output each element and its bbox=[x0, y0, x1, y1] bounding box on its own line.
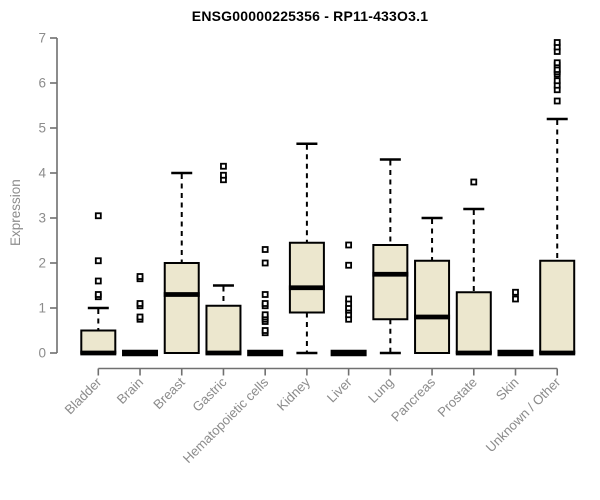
boxplot-brain bbox=[122, 273, 159, 357]
x-tick-label-unknown-other: Unknown / Other bbox=[483, 374, 564, 455]
boxplot-prostate bbox=[455, 178, 492, 356]
x-tick-label-prostate: Prostate bbox=[435, 375, 480, 420]
boxplot-skin bbox=[497, 288, 534, 357]
outlier-point bbox=[345, 295, 353, 303]
boxplot-lung bbox=[372, 158, 409, 355]
outlier-point bbox=[553, 39, 561, 46]
outlier-point bbox=[261, 311, 269, 319]
x-tick-label-skin: Skin bbox=[493, 375, 522, 404]
boxplot-breast bbox=[163, 171, 200, 354]
boxplot-liver bbox=[330, 241, 367, 357]
iqr-box bbox=[205, 304, 242, 354]
outlier-point bbox=[261, 327, 269, 334]
outlier-point bbox=[261, 291, 269, 298]
x-tick-label-bladder: Bladder bbox=[62, 374, 105, 417]
outlier-point bbox=[553, 97, 561, 105]
outlier-point bbox=[136, 313, 144, 321]
outlier-point bbox=[512, 288, 519, 296]
boxplot-gastric bbox=[205, 162, 242, 356]
chart-title: ENSG00000225356 - RP11-433O3.1 bbox=[191, 8, 429, 24]
outlier-point bbox=[94, 277, 102, 285]
iqr-box bbox=[372, 244, 409, 321]
y-tick-label: 0 bbox=[38, 346, 46, 361]
x-tick-label-pancreas: Pancreas bbox=[388, 374, 438, 424]
boxplot-hematopoietic-cells bbox=[247, 246, 284, 357]
iqr-box bbox=[539, 259, 576, 354]
iqr-box bbox=[414, 259, 451, 354]
x-tick-label-liver: Liver bbox=[324, 374, 355, 405]
y-tick-label: 3 bbox=[38, 211, 46, 226]
outlier-point bbox=[512, 295, 519, 303]
x-tick-label-kidney: Kidney bbox=[274, 374, 313, 413]
iqr-box bbox=[455, 291, 492, 354]
outlier-point bbox=[261, 259, 269, 267]
x-tick-label-breast: Breast bbox=[150, 374, 188, 412]
y-tick-label: 1 bbox=[38, 301, 46, 316]
y-axis: 0 1 2 3 4 5 6 7 bbox=[38, 31, 58, 361]
y-tick-label: 4 bbox=[38, 166, 46, 181]
y-tick-label: 7 bbox=[38, 31, 46, 46]
boxplot-kidney bbox=[288, 142, 325, 355]
outlier-point bbox=[261, 300, 269, 307]
outlier-point bbox=[345, 241, 353, 249]
x-tick-label-brain: Brain bbox=[114, 375, 146, 407]
outlier-point bbox=[553, 59, 561, 67]
outlier-point bbox=[553, 77, 561, 85]
outlier-point bbox=[136, 300, 144, 307]
outlier-point bbox=[136, 273, 144, 280]
boxplot-pancreas bbox=[414, 216, 451, 354]
outlier-point bbox=[261, 246, 269, 253]
iqr-box bbox=[288, 241, 325, 314]
outlier-point bbox=[345, 261, 353, 269]
outlier-point bbox=[94, 212, 102, 220]
boxplot-unknown-other bbox=[539, 39, 576, 356]
outlier-point bbox=[220, 171, 227, 179]
y-tick-label: 6 bbox=[38, 76, 46, 91]
iqr-box bbox=[163, 262, 200, 354]
outlier-point bbox=[94, 291, 102, 298]
y-tick-label: 2 bbox=[38, 256, 46, 271]
iqr-box bbox=[80, 329, 117, 354]
x-tick-label-gastric: Gastric bbox=[189, 374, 229, 414]
boxplot-bladder bbox=[80, 212, 117, 356]
outlier-point bbox=[220, 162, 227, 170]
outlier-point bbox=[94, 257, 102, 265]
y-tick-label: 5 bbox=[38, 121, 46, 136]
outlier-point bbox=[470, 178, 478, 186]
x-tick-label-lung: Lung bbox=[365, 375, 396, 406]
